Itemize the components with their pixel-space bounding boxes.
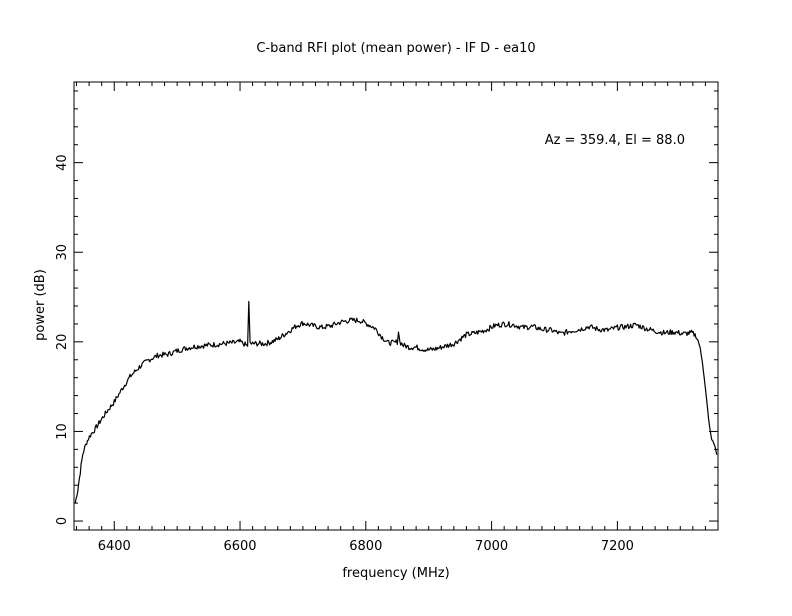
- x-tick-label: 7200: [601, 539, 634, 554]
- y-tick-label: 30: [55, 244, 70, 261]
- x-tick-label: 6800: [349, 539, 382, 554]
- y-tick-label: 0: [55, 517, 70, 525]
- y-tick-label: 40: [55, 154, 70, 171]
- axis-ticks: [74, 82, 719, 530]
- x-tick-label: 7000: [475, 539, 508, 554]
- plot-frame: [73, 81, 719, 531]
- tick-labels: 6400 6600 6800 7000 7200 0 10 20 30 40: [55, 154, 634, 554]
- chart-annotation: Az = 359.4, El = 88.0: [545, 133, 685, 148]
- series-line: [74, 300, 718, 504]
- x-tick-label: 6400: [98, 539, 131, 554]
- chart-title: C-band RFI plot (mean power) - IF D - ea…: [256, 41, 535, 56]
- y-axis-label: power (dB): [33, 269, 48, 341]
- y-tick-label: 10: [55, 423, 70, 440]
- x-tick-label: 6600: [223, 539, 256, 554]
- x-axis-label: frequency (MHz): [342, 566, 449, 581]
- y-tick-label: 20: [55, 334, 70, 351]
